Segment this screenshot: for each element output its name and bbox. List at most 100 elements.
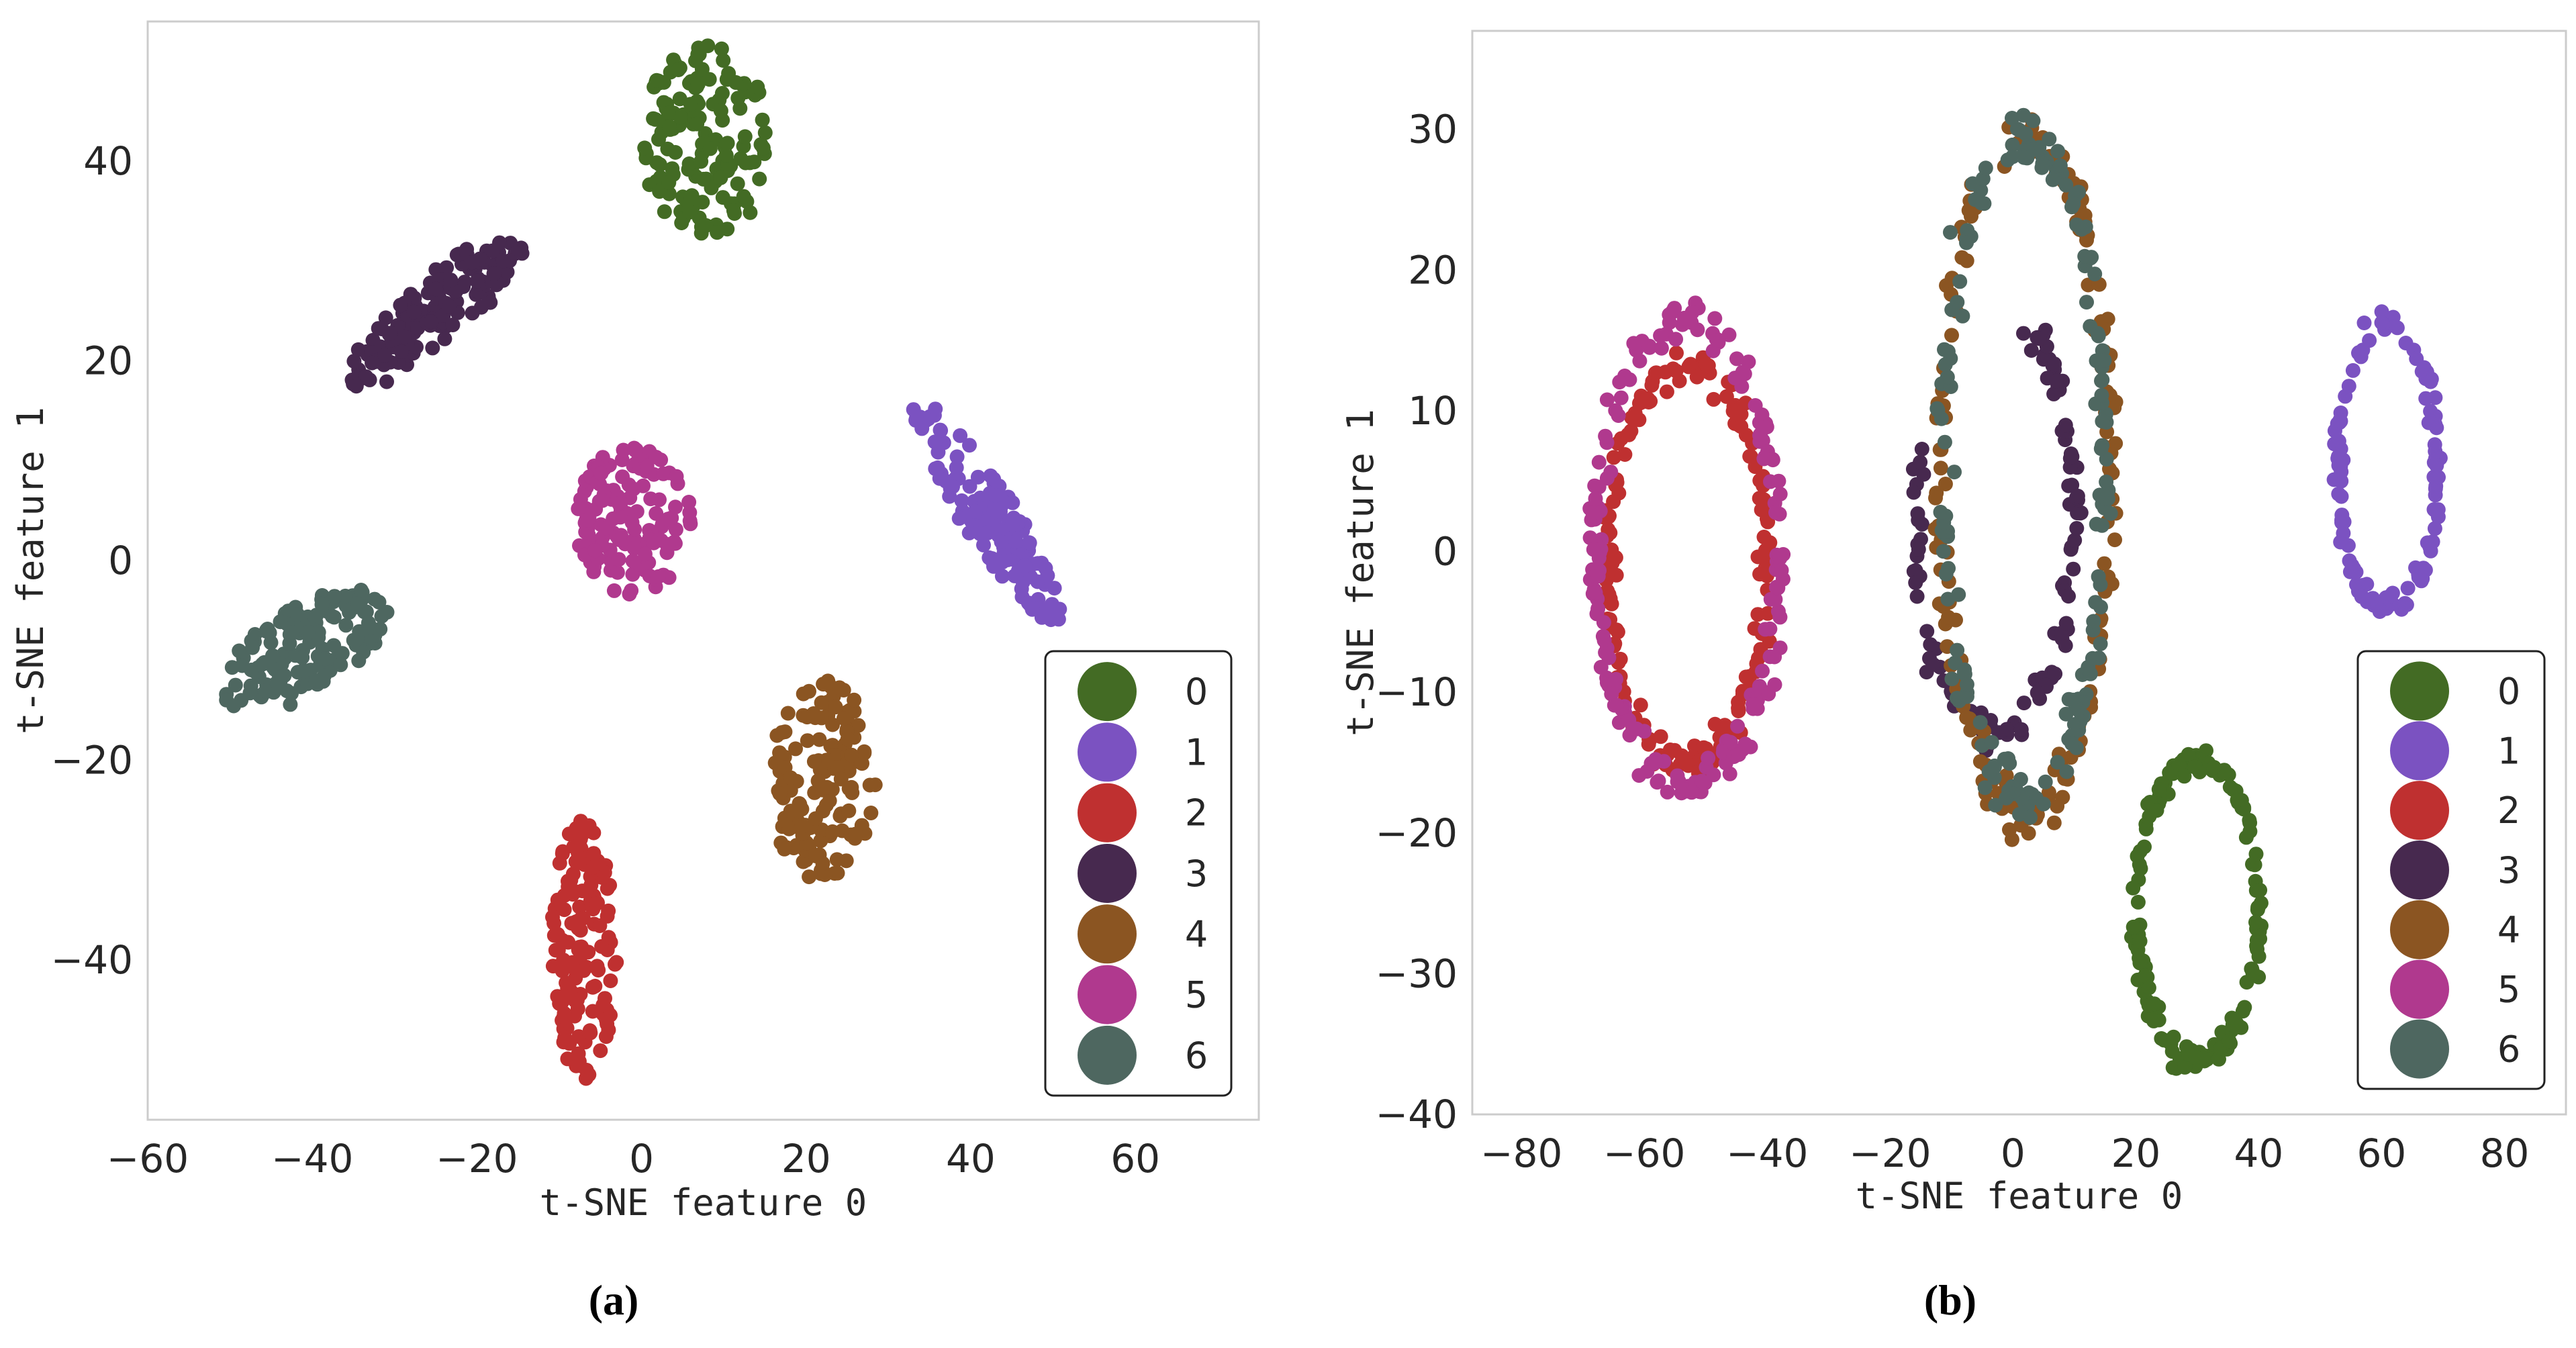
- scatter-point: [954, 493, 969, 508]
- scatter-point: [802, 869, 817, 885]
- scatter-point: [2428, 417, 2443, 432]
- scatter-point: [2046, 815, 2062, 830]
- scatter-point: [808, 811, 823, 826]
- scatter-point: [1596, 633, 1612, 648]
- scatter-point: [671, 62, 686, 77]
- scatter-point: [733, 151, 749, 166]
- scatter-point: [2058, 706, 2074, 722]
- scatter-point: [732, 101, 748, 116]
- scatter-point: [572, 827, 587, 842]
- scatter-point: [351, 653, 367, 669]
- scatter-point: [2013, 722, 2029, 737]
- scatter-point: [1000, 552, 1015, 567]
- scatter-point: [1631, 768, 1647, 783]
- scatter-point: [830, 760, 845, 775]
- scatter-point: [554, 995, 569, 1010]
- scatter-point: [1944, 302, 1960, 318]
- scatter-point: [1972, 715, 1988, 730]
- scatter-point: [829, 852, 845, 867]
- scatter-point: [245, 640, 260, 655]
- scatter-point: [643, 491, 659, 507]
- scatter-point: [483, 295, 498, 310]
- figure-caption: (b): [1924, 1276, 1976, 1324]
- scatter-point: [2206, 760, 2222, 775]
- cluster-1: [2326, 304, 2448, 619]
- scatter-point: [646, 535, 661, 550]
- scatter-point: [228, 677, 243, 693]
- scatter-point: [1748, 398, 1763, 413]
- scatter-point: [755, 140, 771, 156]
- scatter-point: [652, 157, 667, 173]
- scatter-point: [394, 344, 409, 359]
- scatter-point: [622, 587, 637, 601]
- scatter-point: [1772, 610, 1788, 624]
- scatter-point: [1706, 391, 1721, 407]
- legend-label: 0: [1185, 671, 1208, 713]
- scatter-point: [851, 718, 866, 733]
- legend-marker: [1078, 1025, 1137, 1085]
- scatter-point: [718, 148, 734, 163]
- scatter-point: [1723, 734, 1738, 750]
- scatter-point: [2126, 880, 2141, 896]
- scatter-point: [2093, 441, 2109, 456]
- x-tick-label: 20: [781, 1136, 831, 1182]
- cluster-5: [1582, 295, 1791, 801]
- scatter-point: [594, 938, 610, 954]
- scatter-point: [986, 503, 1002, 518]
- figure-caption: (a): [589, 1276, 639, 1324]
- scatter-point: [637, 140, 653, 156]
- scatter-point: [1906, 485, 1921, 500]
- scatter-point: [373, 622, 388, 637]
- scatter-point: [1585, 505, 1601, 520]
- scatter-point: [2421, 536, 2436, 552]
- x-tick-label: 20: [2111, 1130, 2160, 1176]
- scatter-point: [1684, 785, 1699, 800]
- scatter-point: [710, 225, 725, 240]
- scatter-point: [2061, 589, 2076, 604]
- scatter-point: [1654, 340, 1669, 356]
- chart-b: −80 −60 −40 −20 0 20 40 60 80−40−30−20−100102030…: [1339, 30, 2567, 1324]
- scatter-point: [2397, 595, 2413, 611]
- scatter-point: [378, 310, 393, 326]
- scatter-point: [489, 277, 504, 293]
- scatter-point: [844, 747, 859, 763]
- y-tick-label: 0: [108, 538, 133, 583]
- scatter-point: [810, 773, 826, 789]
- scatter-point: [661, 105, 676, 121]
- scatter-point: [2242, 812, 2257, 828]
- scatter-point: [1591, 454, 1607, 470]
- scatter-point: [2177, 769, 2192, 784]
- scatter-point: [495, 253, 511, 269]
- scatter-point: [682, 505, 698, 520]
- scatter-point: [2046, 386, 2062, 401]
- plot-frame: [1471, 30, 2567, 1116]
- scatter-point: [2353, 349, 2369, 365]
- scatter-point: [813, 833, 828, 849]
- scatter-point: [1959, 235, 1974, 250]
- scatter-point: [714, 41, 729, 56]
- scatter-point: [326, 610, 342, 625]
- scatter-point: [2028, 790, 2044, 806]
- legend-marker: [1078, 783, 1137, 842]
- scatter-point: [832, 680, 847, 695]
- scatter-point: [557, 1030, 573, 1045]
- scatter-point: [2005, 137, 2020, 152]
- scatter-point: [649, 450, 664, 465]
- y-tick-label: 10: [1408, 388, 1458, 434]
- scatter-point: [2095, 414, 2110, 429]
- scatter-point: [1758, 622, 1773, 637]
- scatter-point: [970, 469, 986, 485]
- scatter-point: [561, 934, 576, 950]
- scatter-point: [1988, 798, 2003, 813]
- scatter-point: [1672, 373, 1687, 389]
- scatter-point: [695, 195, 710, 210]
- scatter-point: [1977, 780, 1993, 796]
- scatter-point: [2188, 1050, 2203, 1065]
- scatter-point: [783, 770, 798, 785]
- scatter-point: [2030, 685, 2045, 700]
- x-tick-label: 0: [629, 1136, 654, 1182]
- scatter-point: [1929, 401, 1945, 416]
- scatter-point: [1648, 366, 1663, 381]
- scatter-point: [796, 686, 811, 702]
- y-tick-label: 40: [83, 138, 133, 184]
